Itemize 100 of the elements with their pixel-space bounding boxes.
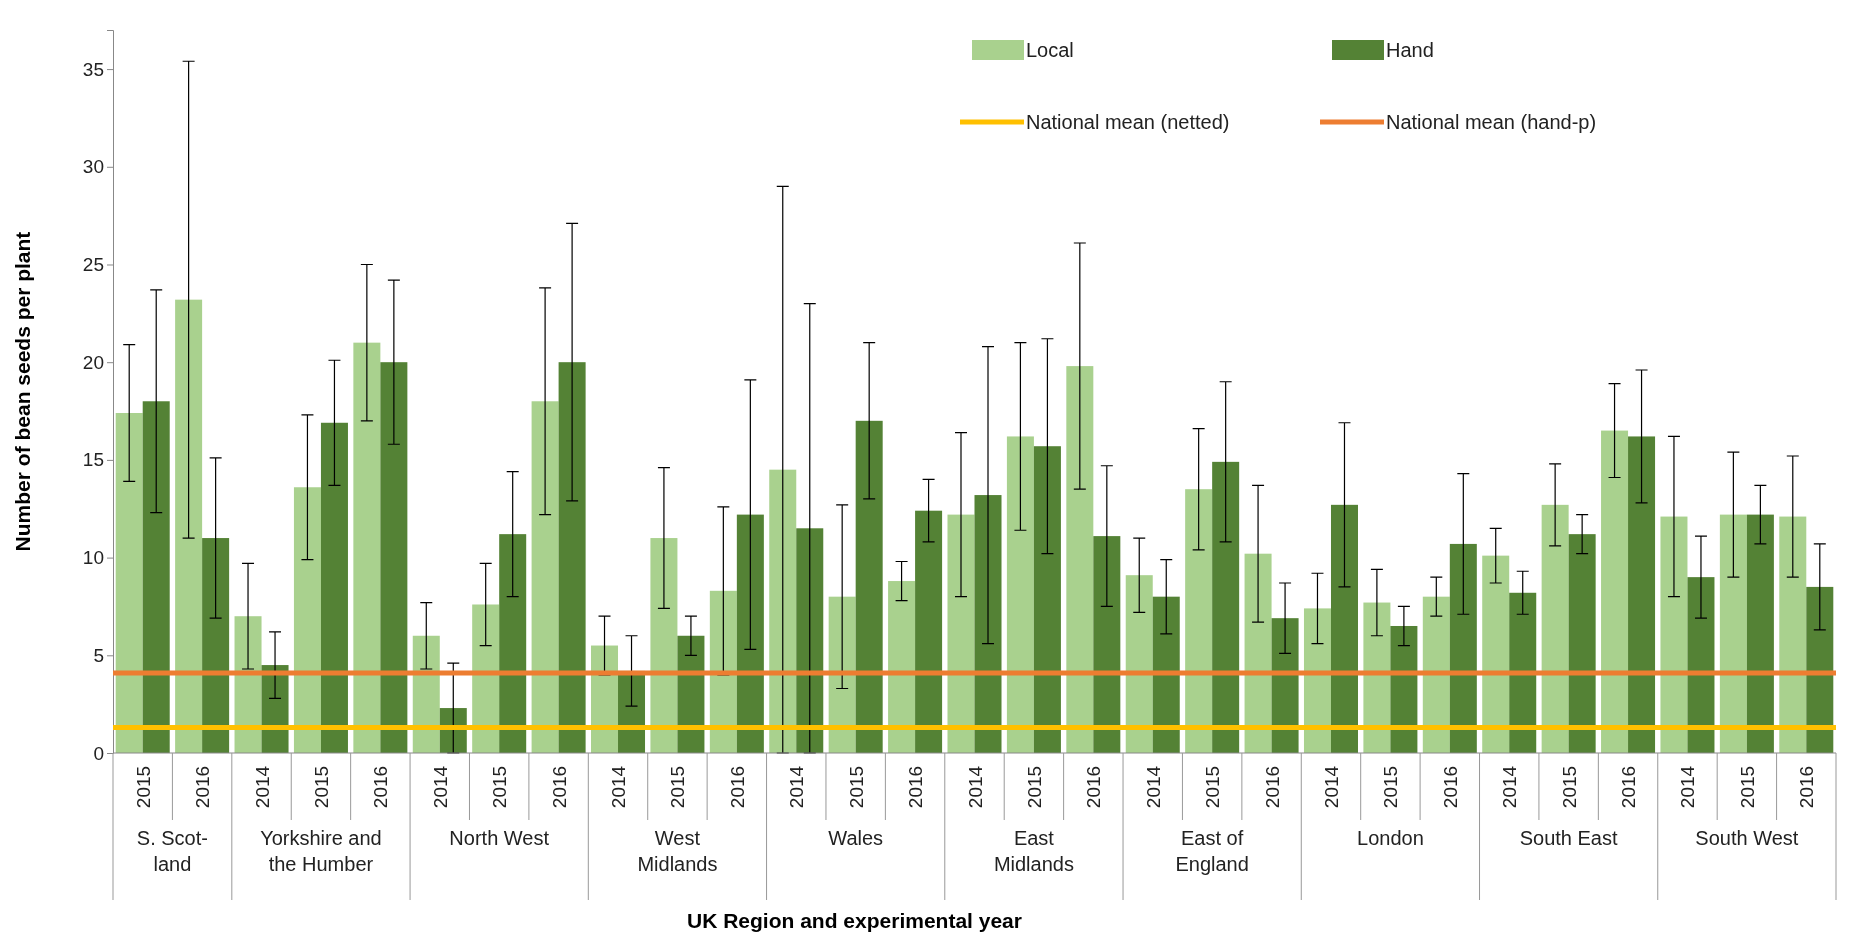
legend-label: Hand [1386, 39, 1434, 61]
bar [1244, 553, 1272, 753]
y-tick-label: 35 [82, 58, 104, 80]
bar [1033, 446, 1061, 753]
bar [709, 590, 737, 753]
text: Yorkshire and the Humber [260, 827, 382, 875]
text: Wales [828, 827, 884, 849]
text: South West [1695, 827, 1799, 849]
legend-label: National mean (hand-p) [1386, 111, 1597, 133]
bar [320, 422, 348, 753]
bar [1152, 596, 1180, 753]
bar [1806, 586, 1834, 753]
bar [1125, 575, 1153, 753]
x-tick-label: 2016 [192, 765, 214, 809]
legend-label: National mean (netted) [1026, 111, 1230, 133]
x-tick-label: 2016 [1083, 765, 1105, 809]
x-tick-label: 2014 [1499, 765, 1521, 809]
bar [1006, 436, 1034, 753]
text: South East [1519, 827, 1618, 849]
x-tick-label: 2014 [964, 765, 986, 809]
x-tick-label: 2015 [1736, 765, 1758, 809]
text: S. Scot- land [136, 827, 208, 875]
bar [1509, 592, 1537, 753]
bar [1568, 534, 1596, 753]
bar [855, 420, 883, 753]
x-axis-title: UK Region and experimental year [687, 909, 1022, 932]
bar [888, 581, 916, 753]
y-tick-label: 30 [82, 156, 104, 178]
x-tick-label: 2016 [370, 765, 392, 809]
bar [472, 604, 500, 753]
bar [1093, 536, 1121, 753]
bar [499, 534, 527, 753]
x-tick-label: 2014 [1677, 765, 1699, 809]
bar [380, 362, 408, 753]
text: North West [449, 827, 550, 849]
bar [115, 413, 143, 753]
x-tick-label: 2014 [786, 765, 808, 809]
bar [1687, 577, 1715, 753]
bar [293, 487, 321, 753]
y-tick-label: 10 [82, 547, 104, 569]
y-tick-label: 0 [93, 742, 104, 764]
text: East Midlands [993, 827, 1074, 875]
y-tick-label: 15 [82, 449, 104, 471]
bar [650, 538, 678, 753]
bar [828, 596, 856, 753]
bar [1363, 602, 1391, 753]
bar [1212, 461, 1240, 753]
x-tick-label: 2015 [667, 765, 689, 809]
legend-label: Local [1026, 39, 1074, 61]
y-axis-title: Number of bean seeds per plant [11, 231, 34, 552]
x-tick-label: 2014 [608, 765, 630, 809]
x-tick-label: 2016 [1439, 765, 1461, 809]
bar [1541, 504, 1569, 753]
x-tick-label: 2014 [429, 765, 451, 809]
bar [1660, 516, 1688, 753]
x-tick-label: 2015 [1558, 765, 1580, 809]
x-tick-label: 2016 [1796, 765, 1818, 809]
bar [1601, 430, 1629, 753]
bar [1482, 555, 1510, 753]
x-tick-label: 2014 [1320, 765, 1342, 809]
bar [175, 299, 203, 753]
bar [1066, 366, 1094, 753]
bar [1628, 436, 1656, 753]
y-tick-label: 20 [82, 351, 104, 373]
text: London [1357, 827, 1424, 849]
bar [202, 538, 230, 753]
x-tick-label: 2015 [1023, 765, 1045, 809]
bar [736, 514, 764, 753]
x-tick-label: 2015 [310, 765, 332, 809]
y-tick-label: 25 [82, 254, 104, 276]
bar [1449, 543, 1477, 753]
x-tick-label: 2015 [489, 765, 511, 809]
bar [1746, 514, 1774, 753]
bar [1779, 516, 1807, 753]
text: West Midlands [637, 827, 718, 875]
text: East of England [1175, 827, 1249, 875]
x-tick-label: 2015 [1202, 765, 1224, 809]
bar [1390, 625, 1418, 753]
bar [1185, 489, 1213, 753]
bar [1719, 514, 1747, 753]
bar [1422, 596, 1450, 753]
x-tick-label: 2016 [1618, 765, 1640, 809]
x-tick-label: 2016 [726, 765, 748, 809]
x-tick-label: 2015 [845, 765, 867, 809]
bar [531, 401, 559, 753]
bar [947, 514, 975, 753]
bar [1330, 504, 1358, 753]
y-tick-label: 5 [93, 644, 104, 666]
bar [915, 510, 943, 753]
x-tick-label: 2015 [132, 765, 154, 809]
bar [142, 401, 170, 753]
x-tick-label: 2016 [905, 765, 927, 809]
bar [353, 342, 381, 753]
bar [974, 495, 1002, 753]
x-tick-label: 2014 [251, 765, 273, 809]
bar [558, 362, 586, 753]
bar [769, 469, 797, 753]
bar [1303, 608, 1331, 753]
x-tick-label: 2016 [1261, 765, 1283, 809]
x-tick-label: 2015 [1380, 765, 1402, 809]
